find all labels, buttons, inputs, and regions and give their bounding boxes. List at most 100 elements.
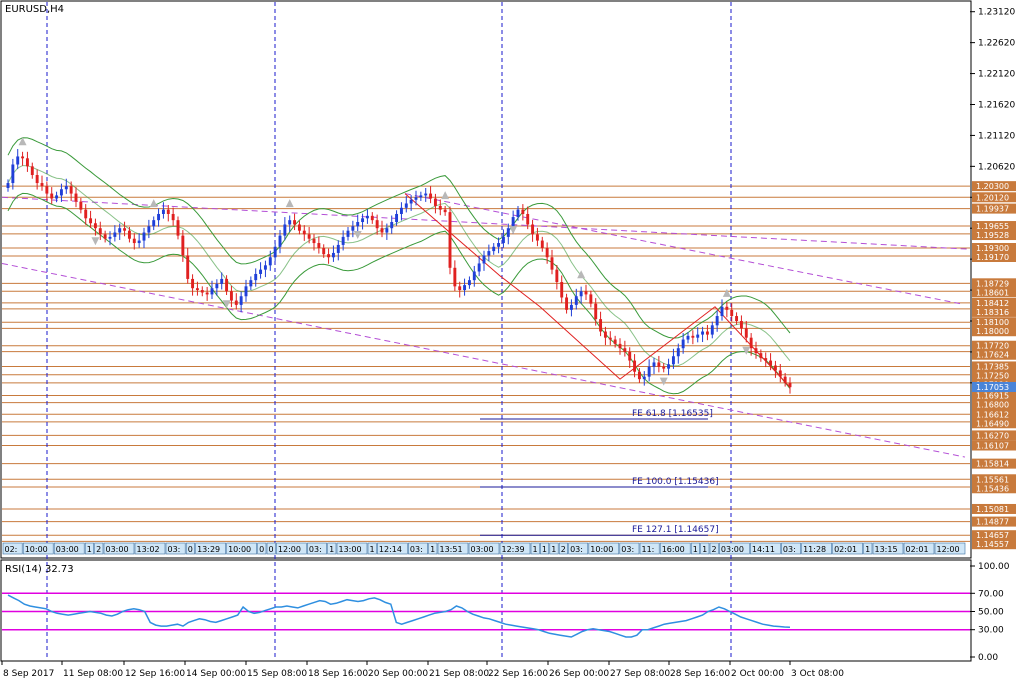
level-price-tag: [972, 361, 1016, 372]
rsi-y-tick-label: 70.00: [978, 589, 1004, 599]
bear-candle: [754, 348, 758, 354]
level-price-tag-label: 1.15436: [976, 484, 1009, 493]
envelope-middle: [7, 165, 791, 367]
bear-candle: [429, 193, 433, 199]
bear-candle: [613, 339, 617, 344]
bull-candle: [482, 255, 486, 264]
bull-candle: [516, 209, 520, 218]
level-price-tag-label: 1.18601: [976, 288, 1009, 297]
bear-candle: [788, 382, 792, 388]
time-marker-label: 1: [693, 545, 698, 554]
bear-candle: [74, 193, 78, 202]
time-marker-label: 1: [865, 545, 870, 554]
bear-candle: [705, 331, 709, 335]
bear-candle: [370, 215, 374, 221]
bear-candle: [443, 209, 447, 213]
bull-candle: [278, 235, 282, 247]
level-price-tag-label: 1.17385: [976, 362, 1009, 371]
bull-candle: [220, 278, 224, 284]
bull-candle: [346, 230, 350, 237]
level-price-tag: [972, 192, 1016, 203]
bull-candle: [351, 226, 355, 231]
bear-candle: [749, 337, 753, 349]
time-marker-label: 03:00: [106, 545, 129, 554]
bear-candle: [560, 282, 564, 298]
time-marker-label: 13:02: [137, 545, 160, 554]
bull-candle: [686, 335, 690, 340]
bear-candle: [769, 360, 773, 366]
bull-candle: [331, 252, 335, 258]
level-price-tag: [972, 243, 1016, 253]
level-price-tag: [972, 287, 1016, 298]
bear-candle: [608, 337, 612, 340]
current-price-label: 1.17053: [976, 383, 1009, 392]
rsi-label: RSI(14) 32.73: [5, 564, 74, 575]
time-marker-box: [437, 542, 469, 555]
level-price-tag-label: 1.16915: [976, 392, 1009, 401]
bull-candle: [385, 228, 389, 233]
fractal-up-marker: [577, 270, 586, 279]
symbol-label: EURUSD,H4: [5, 4, 64, 15]
bull-candle: [467, 280, 471, 286]
bear-candle: [234, 300, 238, 305]
bull-candle: [356, 222, 360, 227]
time-axis: 8 Sep 2017 11 Sep 08:00 12 Sep 16:00 14 Sep…: [1, 661, 844, 679]
time-marker-box: [327, 542, 337, 555]
bull-candle: [157, 213, 161, 221]
envelope-lower: [7, 192, 791, 395]
bear-candle: [302, 230, 306, 235]
time-marker-box: [934, 542, 966, 555]
fractal-up-marker: [441, 191, 450, 200]
level-price-tag: [972, 181, 1016, 192]
y-tick-label: 1.22620: [978, 39, 1015, 49]
time-marker-box: [872, 542, 904, 555]
bull-candle: [273, 246, 277, 258]
time-marker-label: 10:00: [590, 545, 613, 554]
bear-candle: [633, 360, 637, 372]
level-price-tag-label: 1.18729: [976, 279, 1009, 288]
bear-candle: [35, 175, 39, 184]
level-price-tag: [972, 539, 1016, 550]
bear-candle: [773, 365, 777, 371]
time-marker-box: [588, 542, 620, 555]
time-marker-label: 03:: [621, 545, 634, 554]
level-price-tag-label: 1.19170: [976, 253, 1009, 262]
bear-candle: [433, 198, 437, 206]
bull-candle: [259, 269, 263, 274]
time-marker-box: [719, 542, 750, 555]
time-marker-label: 0: [269, 545, 274, 554]
time-marker-box: [165, 542, 186, 555]
bull-candle: [676, 348, 680, 357]
bear-candle: [584, 291, 588, 295]
fractal-down-marker: [509, 226, 518, 235]
bull-candle: [64, 186, 68, 190]
bull-candle: [254, 273, 258, 281]
bear-candle: [526, 213, 530, 225]
bear-candle: [764, 358, 768, 361]
time-marker-label: 12:00: [937, 545, 960, 554]
fractal-down-marker: [91, 237, 100, 246]
time-marker-label: 1: [551, 545, 556, 554]
time-marker-box: [499, 542, 531, 555]
time-marker-box: [84, 542, 94, 555]
bear-candle: [317, 243, 321, 248]
time-marker-box: [832, 542, 863, 555]
time-marker-label: 13:51: [440, 545, 463, 554]
bull-candle: [215, 283, 219, 289]
level-price-tag: [972, 409, 1016, 420]
bear-candle: [453, 267, 457, 287]
x-tick-label: 18 Sep 16:00: [308, 669, 368, 679]
current-price-tag: [972, 381, 1016, 392]
bull-candle: [239, 296, 243, 305]
bull-candle: [244, 286, 248, 297]
bear-candle: [540, 240, 544, 248]
time-marker-box: [53, 542, 85, 555]
x-tick-label: 15 Sep 08:00: [247, 669, 307, 679]
bear-candle: [103, 234, 107, 239]
bear-candle: [293, 220, 297, 225]
bear-candle: [176, 220, 180, 236]
x-tick-label: 27 Sep 08:00: [610, 669, 670, 679]
bear-candle: [458, 286, 462, 291]
fractal-up-marker: [149, 199, 158, 208]
